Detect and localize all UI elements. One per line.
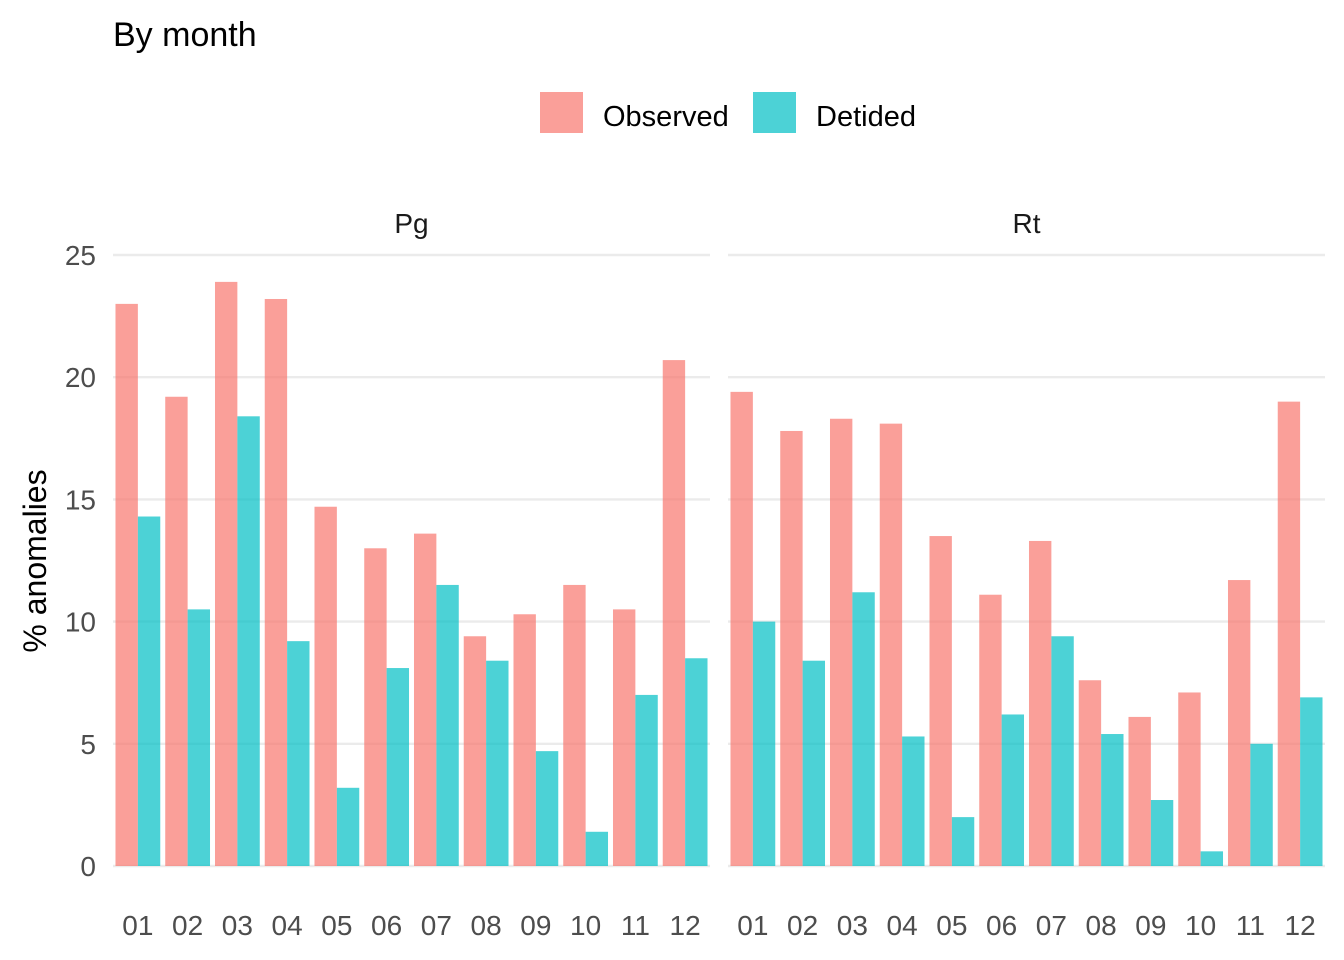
x-tick-label: 03 [837,910,868,941]
bar-observed-11 [612,609,636,866]
bar-detided-10 [585,831,609,866]
bar-detided-10 [1200,851,1224,866]
bar-observed-01 [115,303,138,866]
bar-detided-01 [752,621,776,866]
panel-label: Pg [394,208,428,239]
y-axis-label: % anomalies [17,469,53,652]
bar-observed-07 [1028,540,1052,866]
bar-observed-09 [1128,716,1151,866]
x-tick-label: 11 [1236,910,1265,941]
bar-detided-04 [902,736,925,866]
x-tick-label: 04 [887,910,918,941]
bar-observed-05 [314,506,337,866]
legend-label-observed: Observed [603,101,729,133]
bar-detided-06 [386,668,410,866]
bar-detided-12 [685,658,708,866]
x-tick-label: 02 [172,910,203,941]
legend: Observed Detided [540,92,916,133]
bar-detided-04 [287,641,310,866]
y-tick-label: 10 [65,607,96,638]
bar-detided-07 [436,584,459,866]
x-tick-label: 11 [621,910,650,941]
y-tick-label: 15 [65,484,96,515]
bar-detided-11 [635,694,658,866]
bar-detided-11 [1250,743,1273,866]
bar-detided-03 [852,592,875,866]
bar-detided-05 [336,787,360,866]
bar-observed-07 [413,533,437,866]
bar-observed-02 [780,430,803,866]
x-tick-label: 01 [737,910,768,941]
bar-observed-10 [1178,692,1201,866]
bar-observed-04 [264,298,288,866]
panel-rt: Rt 01 02 03 04 05 06 07 08 09 10 11 12 [728,208,1325,941]
x-tick-label: 05 [321,910,352,941]
bar-detided-06 [1001,714,1025,866]
bar-detided-01 [137,516,161,866]
bar-detided-08 [486,660,509,866]
bar-detided-12 [1300,697,1323,866]
bar-observed-02 [165,396,188,866]
x-tick-label: 06 [371,910,402,941]
bar-detided-09 [535,751,559,866]
bar-detided-09 [1150,800,1174,866]
x-tick-label: 10 [570,910,601,941]
bar-observed-06 [979,594,1002,866]
bar-detided-07 [1051,636,1074,866]
x-tick-label: 07 [421,910,452,941]
x-tick-label: 06 [986,910,1017,941]
bar-observed-04 [879,423,903,866]
x-tick-label: 12 [670,910,701,941]
legend-label-detided: Detided [816,101,916,133]
bar-observed-12 [1277,401,1301,866]
panel-label: Rt [1013,208,1041,239]
x-tick-label: 09 [1135,910,1166,941]
bar-observed-10 [563,584,586,866]
x-tick-label: 10 [1185,910,1216,941]
chart-title: By month [113,16,257,54]
bar-observed-03 [829,418,853,866]
x-tick-label: 08 [1086,910,1117,941]
y-tick-label: 20 [65,362,96,393]
bar-detided-05 [951,817,975,866]
y-tick-label: 0 [80,851,96,882]
bar-detided-03 [237,416,260,866]
bar-detided-02 [802,660,826,866]
x-tick-label: 05 [936,910,967,941]
bar-observed-01 [730,391,753,866]
bar-observed-06 [364,548,387,866]
bar-observed-08 [1078,680,1102,866]
bar-detided-08 [1101,734,1124,866]
legend-key-detided [753,92,796,133]
bar-observed-08 [463,636,487,866]
bar-detided-02 [187,609,211,866]
x-tick-label: 09 [520,910,551,941]
y-tick-label: 25 [65,240,96,271]
x-tick-label: 02 [787,910,818,941]
bar-observed-09 [513,614,536,866]
x-tick-label: 03 [222,910,253,941]
bar-observed-05 [929,536,952,866]
x-tick-label: 07 [1036,910,1067,941]
y-tick-label: 5 [80,729,96,760]
x-tick-label: 01 [122,910,153,941]
bar-observed-12 [662,360,686,866]
legend-key-observed [540,92,583,133]
x-tick-label: 04 [272,910,303,941]
bar-observed-11 [1227,580,1251,866]
x-tick-label: 12 [1285,910,1316,941]
bar-observed-03 [214,281,238,866]
x-tick-label: 08 [471,910,502,941]
